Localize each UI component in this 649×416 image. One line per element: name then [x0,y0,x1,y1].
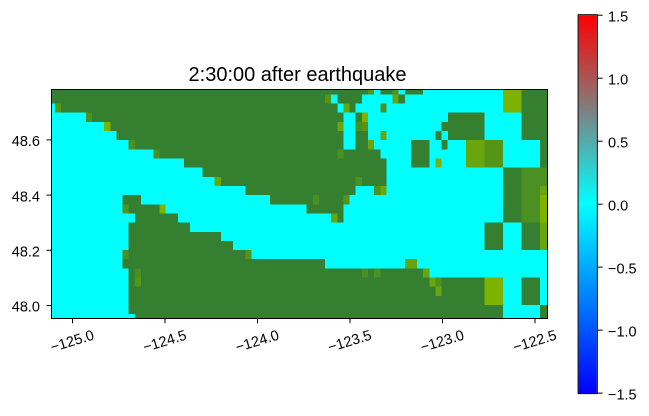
svg-text:48.0: 48.0 [12,300,40,316]
svg-text:48.6: 48.6 [12,134,40,150]
svg-text:−0.5: −0.5 [608,262,637,278]
svg-text:1.0: 1.0 [608,73,628,89]
svg-text:48.4: 48.4 [12,189,40,205]
svg-text:−1.5: −1.5 [608,388,637,404]
svg-text:1.5: 1.5 [608,10,628,26]
svg-text:−1.0: −1.0 [608,325,637,341]
svg-text:0.5: 0.5 [608,136,628,152]
svg-text:48.2: 48.2 [12,245,40,261]
svg-text:0.0: 0.0 [608,199,628,215]
svg-text:2:30:00 after earthquake: 2:30:00 after earthquake [189,64,407,86]
